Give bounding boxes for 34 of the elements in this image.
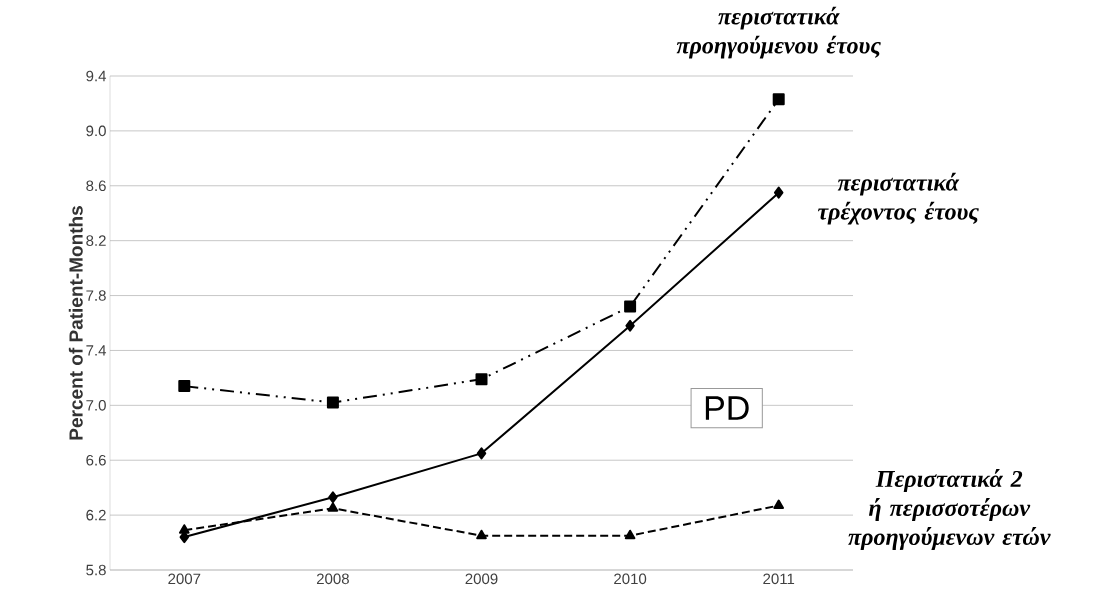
x-tick-label: 2008 [316, 573, 349, 585]
point [773, 499, 785, 509]
point [624, 300, 637, 313]
y-tick-label: 6.2 [86, 509, 106, 521]
y-tick-label: 7.4 [86, 345, 107, 356]
point [326, 396, 339, 409]
point [328, 491, 338, 504]
text: Περιστατικά 2 ή περισσοτέρων προηγούμενων ετών [848, 469, 1051, 550]
text: περιστατικά προηγούμενου έτους [676, 6, 881, 59]
point [773, 186, 784, 199]
y-tick-label: 9.4 [86, 70, 107, 82]
y-tick-label: 7.0 [86, 400, 106, 411]
point [178, 524, 190, 534]
point [327, 502, 339, 512]
y-tick-label: 9.0 [86, 125, 106, 137]
x-tick-label: 2009 [465, 573, 498, 585]
point [476, 447, 487, 460]
y-tick-label: 5.8 [86, 564, 106, 576]
y-tick-label: 6.6 [86, 454, 106, 466]
annotation: PD [705, 396, 749, 420]
x-tick-label: 2010 [614, 573, 647, 585]
series-label: περιστατικά τρέχοντος έτους [817, 172, 979, 225]
point [476, 529, 487, 540]
x-tick-label: 2011 [763, 573, 795, 585]
point [475, 373, 488, 386]
y-tick-label: 7.8 [86, 290, 106, 301]
y-tick-label: 8.6 [86, 180, 106, 192]
point [624, 529, 636, 540]
point [178, 380, 191, 393]
y-tick-label: 8.2 [86, 235, 106, 246]
x-tick-label: 2007 [168, 573, 201, 585]
y-axis-title: Percent of Patient-Months [68, 206, 83, 440]
point [625, 319, 635, 332]
point [772, 93, 785, 106]
